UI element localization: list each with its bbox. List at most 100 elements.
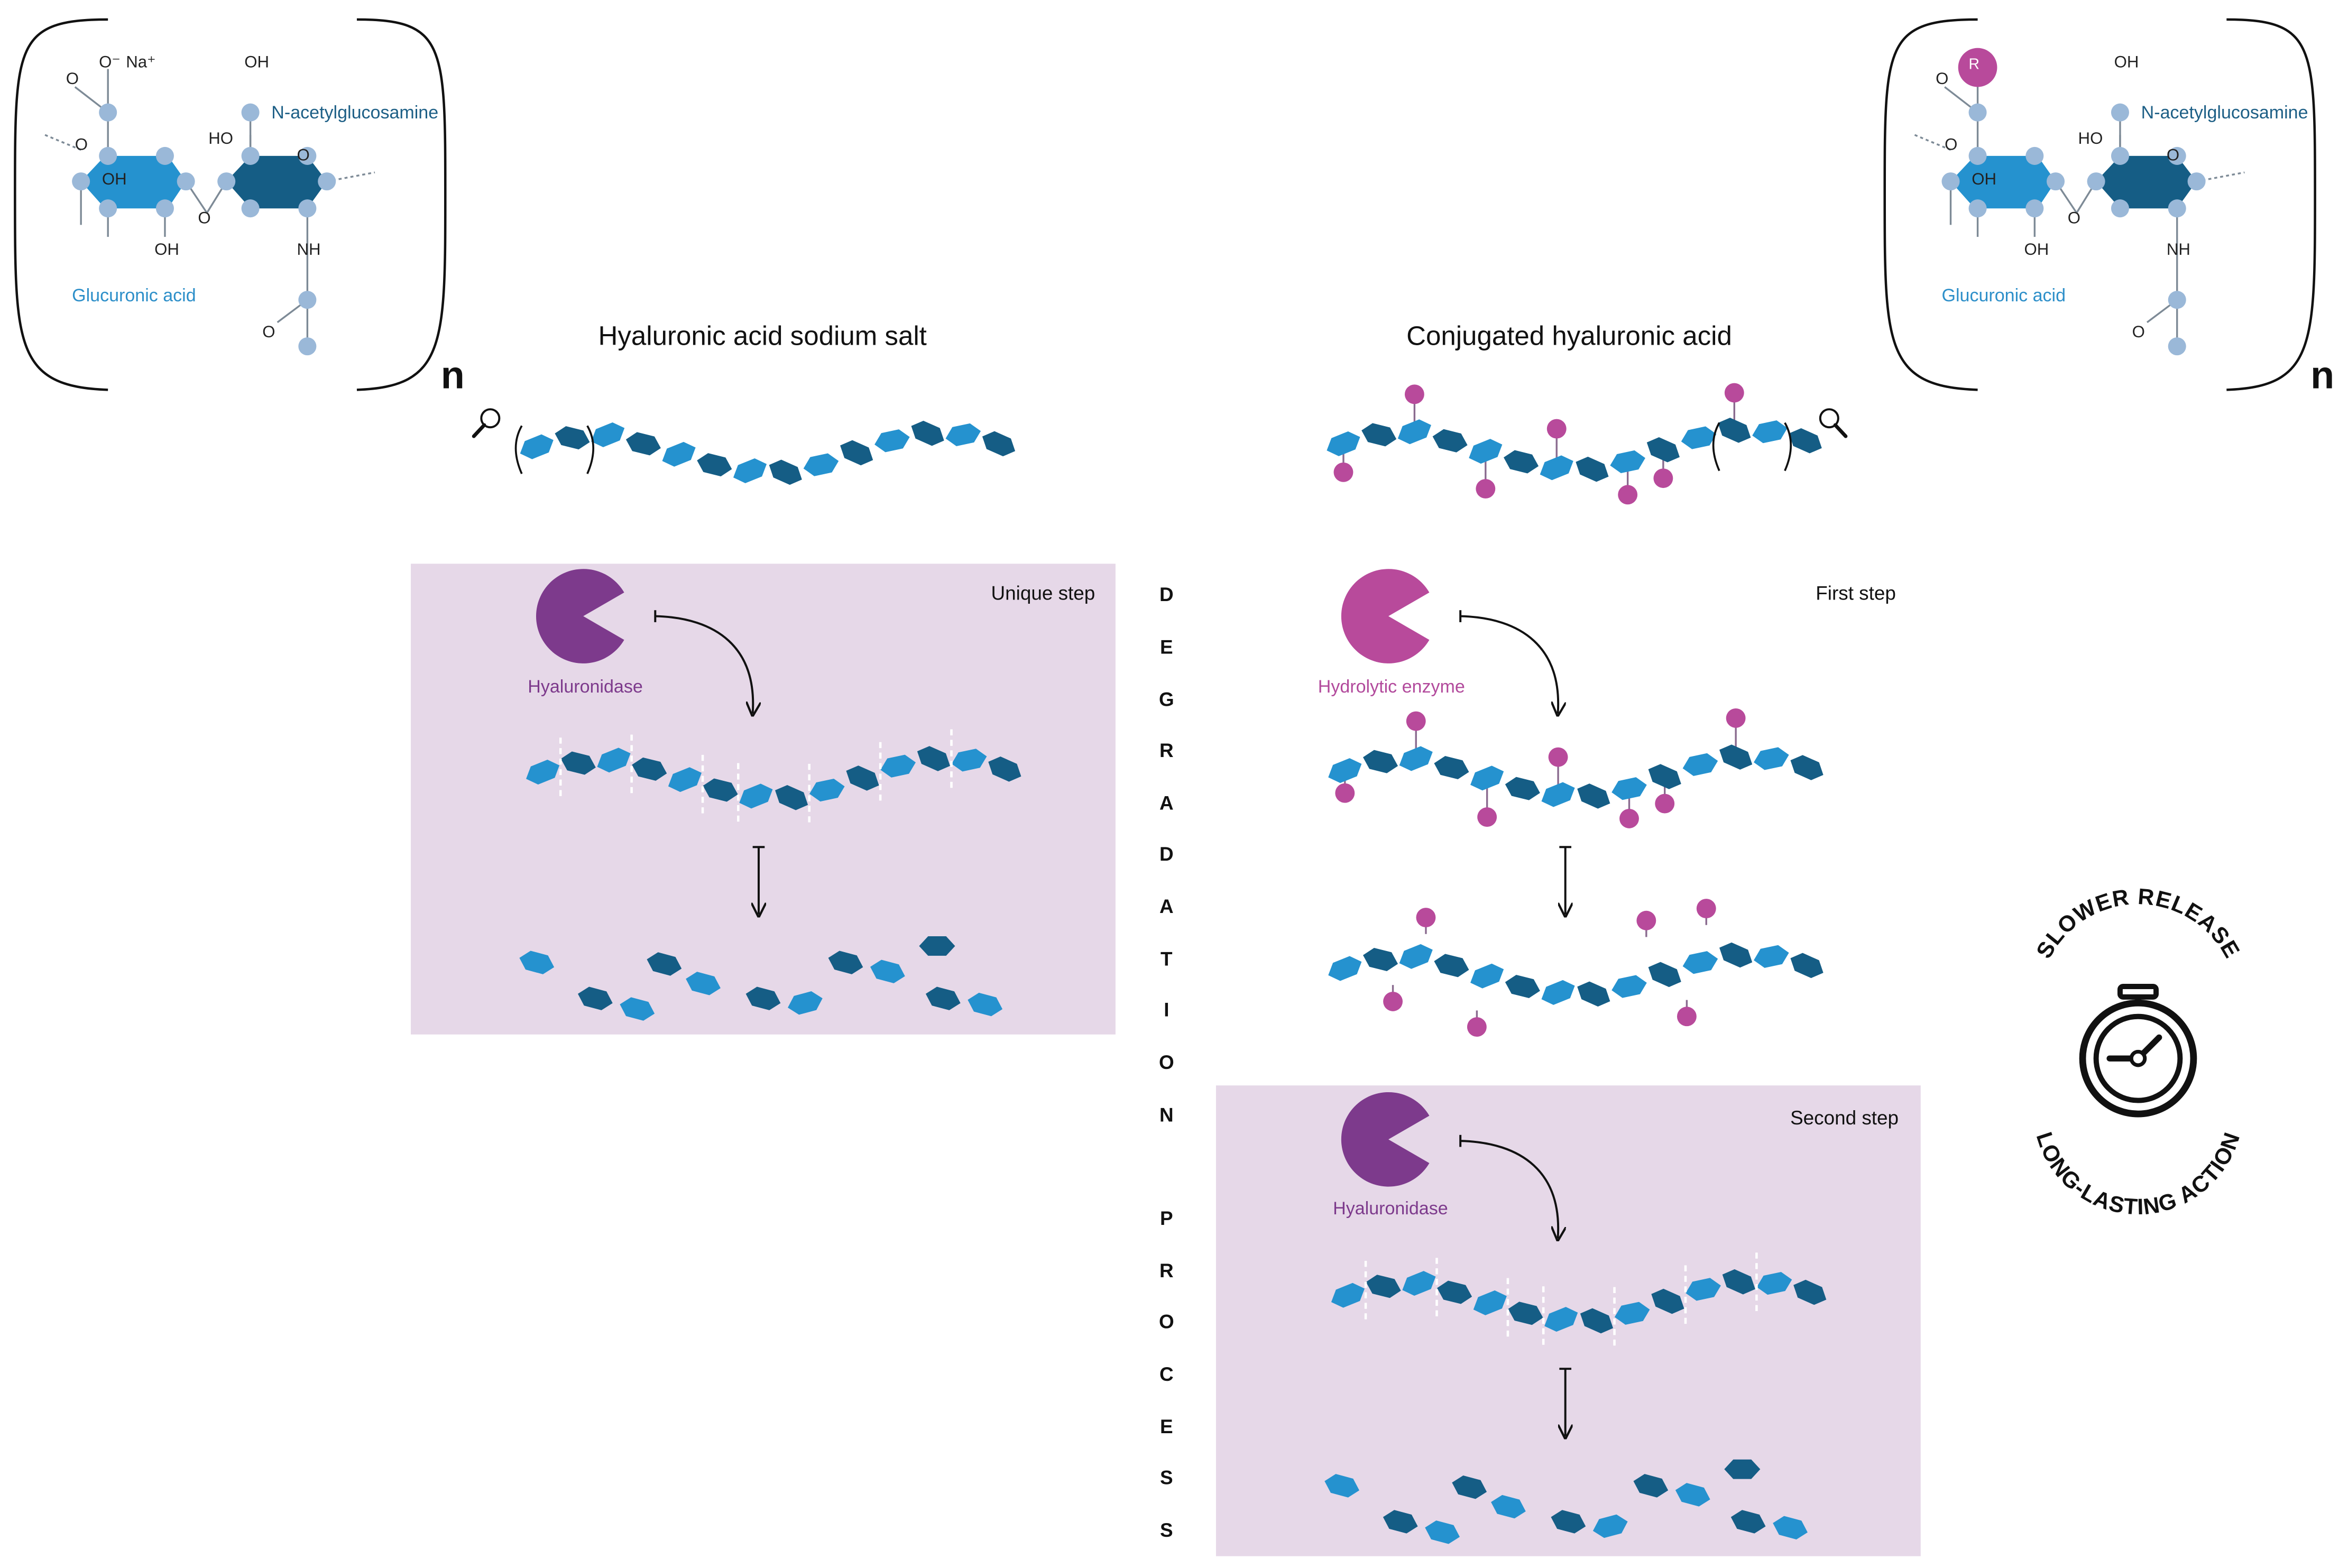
conjugate-group [1726,708,1746,728]
vertical-letter: D [1159,583,1174,606]
sugar-unit [668,767,702,792]
sugar-unit [1324,1474,1360,1498]
atom [241,103,260,122]
sugar-unit [982,431,1016,457]
sugar-unit [1399,944,1433,969]
sugar-unit [775,785,808,810]
sugar-unit [951,749,987,772]
chem-label: OH [2024,241,2049,260]
atom [298,337,317,356]
chem-label: O [66,70,79,89]
sugar-unit [1328,758,1362,783]
conjugate-group [1655,794,1675,814]
sugar-unit [1362,947,1398,971]
atom [177,172,195,191]
sugar-unit [577,986,613,1010]
left-bracket [1883,18,1978,391]
chemical-structure-sodium-salt [44,69,375,356]
pacman-enzyme-icon [1341,1092,1430,1187]
atom [2111,199,2129,218]
chem-label: O [262,324,275,342]
sugar-unit [1399,746,1433,771]
sugar-unit [1730,1510,1766,1534]
sugar-unit [1383,1510,1418,1534]
sugar-unit [988,757,1021,782]
disaccharide-fragment [919,936,955,956]
atom [155,146,174,165]
sugar-unit [597,748,631,773]
disaccharide-fragment [1675,1483,1710,1507]
disaccharide-fragment [1551,1510,1586,1534]
sugar-unit [1719,942,1753,968]
atom [2187,172,2206,191]
sugar-unit [880,754,916,778]
sugar-unit [1551,1510,1586,1534]
sugar-unit [1470,963,1504,989]
chem-label: OH [244,54,270,72]
repeat-bracket [586,425,595,474]
atom [99,146,117,165]
vertical-letter: D [1159,842,1174,865]
disaccharide-fragment [925,986,961,1010]
sugar-unit [625,432,661,456]
stopwatch-icon [2079,984,2197,1118]
released-conjugate [1383,985,1403,1011]
nag-ring [226,155,327,209]
sugar-unit [1724,1459,1761,1479]
sugar-unit [1648,764,1681,789]
sugar-unit [968,992,1003,1017]
chem-label: NH [297,241,321,260]
n-acetylglucosamine-label: N-acetylglucosamine [2141,102,2308,123]
conjugate-group [1618,485,1638,505]
sugar-unit [1790,755,1824,780]
atom [1968,199,1987,218]
sugar-unit [1437,1280,1472,1304]
conjugate-group [1548,747,1568,767]
sugar-unit [1611,975,1647,998]
sugar-unit [828,951,863,974]
sugar-unit [1425,1520,1460,1544]
sugar-unit [1675,1483,1710,1507]
vertical-letter: R [1159,1259,1174,1282]
sugar-unit [840,440,873,466]
sugar-unit [846,765,879,791]
bond [44,134,81,151]
atom [241,199,260,218]
sugar-unit [803,453,839,476]
repeat-bracket [1712,422,1720,472]
disaccharide-fragment [870,960,905,983]
sugar-unit [686,972,721,995]
conjugate-group [1653,468,1673,488]
vertical-letter: P [1160,1206,1173,1230]
sugar-unit [1610,450,1645,474]
conjugate-group [1477,807,1497,827]
sugar-unit [1789,428,1822,454]
chem-label: O [198,210,211,228]
magnifier-icon [1819,408,1848,438]
sugar-unit [1397,419,1431,445]
sugar-unit [1580,1308,1614,1334]
sugar-unit [1491,1495,1526,1519]
released-conjugate [1467,1010,1487,1037]
sugar-unit [919,936,955,956]
sugar-unit [745,986,781,1010]
badge-top-text: SLOWER RELEASE [2031,884,2245,963]
chem-label: O⁻ [99,54,121,72]
disaccharide-fragment [1773,1516,1808,1539]
sugar-unit [1508,1302,1543,1325]
atom [2111,146,2129,165]
released-conjugate [1416,908,1436,934]
sugar-unit [1614,1302,1650,1325]
atom [2111,103,2129,122]
sugar-unit [917,746,951,771]
sugar-unit [1682,951,1718,974]
chem-label: HO [208,130,233,149]
released-conjugate [1677,1000,1697,1027]
released-conjugate [1696,899,1716,925]
disaccharide-fragment [1452,1475,1487,1499]
sugar-unit [1544,1307,1578,1332]
sugar-unit [1722,1269,1755,1295]
sugar-unit [1470,765,1504,791]
sugar-unit [1592,1514,1628,1538]
atom [2168,146,2186,165]
